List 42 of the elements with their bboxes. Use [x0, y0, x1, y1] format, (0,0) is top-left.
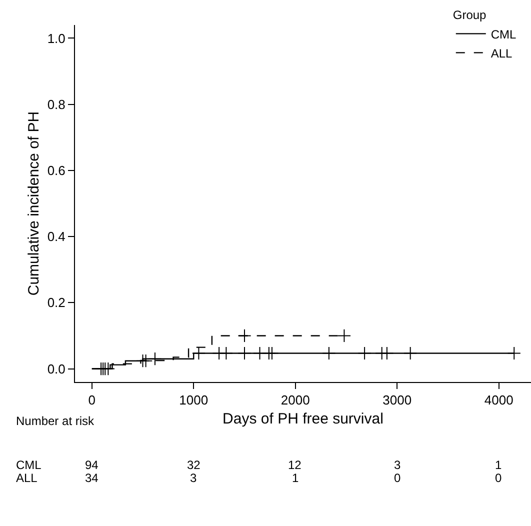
x-tick-label: 0: [88, 392, 96, 408]
point: [404, 346, 418, 360]
y-tick-label: 0.0: [47, 361, 66, 376]
point: [337, 328, 351, 343]
point: [322, 346, 336, 360]
x-tick-label: 1000: [179, 392, 208, 408]
x-tick-label: 4000: [484, 392, 514, 408]
point: [358, 346, 372, 360]
y-tick-label: 0.2: [47, 295, 66, 310]
text: 3: [190, 471, 197, 485]
point: [265, 346, 279, 360]
point: [238, 328, 252, 343]
point: [139, 354, 153, 368]
y-tick-label: 0.6: [47, 162, 66, 178]
legend-label: ALL: [490, 46, 513, 60]
text: 0: [394, 471, 401, 485]
text: ALL: [16, 471, 38, 485]
x-tick-label: 3000: [382, 392, 412, 408]
text: Number at risk: [16, 414, 96, 428]
text: 1: [292, 471, 299, 485]
point: [192, 346, 206, 360]
text: 3: [394, 458, 401, 472]
text: 94: [85, 458, 99, 472]
y-tick-label: 0.8: [47, 96, 66, 112]
text: 32: [187, 458, 201, 472]
text: CML: [16, 458, 42, 472]
y-tick-label: 0.4: [47, 229, 66, 244]
point: [238, 346, 252, 360]
x-axis-title: Days of PH free survival: [222, 410, 384, 428]
point: [380, 346, 394, 360]
text: 12: [288, 458, 302, 472]
point: [148, 352, 162, 366]
text: 1: [495, 458, 502, 472]
y-tick-label: 1.0: [47, 30, 66, 46]
point: [507, 346, 521, 360]
text: 34: [85, 471, 99, 485]
text: 0: [495, 471, 502, 485]
x-tick-label: 2000: [280, 392, 310, 408]
legend-title: Group: [452, 8, 487, 22]
y-axis-title: Cumulative incidence of PH: [26, 111, 43, 296]
point: [219, 346, 233, 360]
legend-label: CML: [490, 27, 517, 42]
